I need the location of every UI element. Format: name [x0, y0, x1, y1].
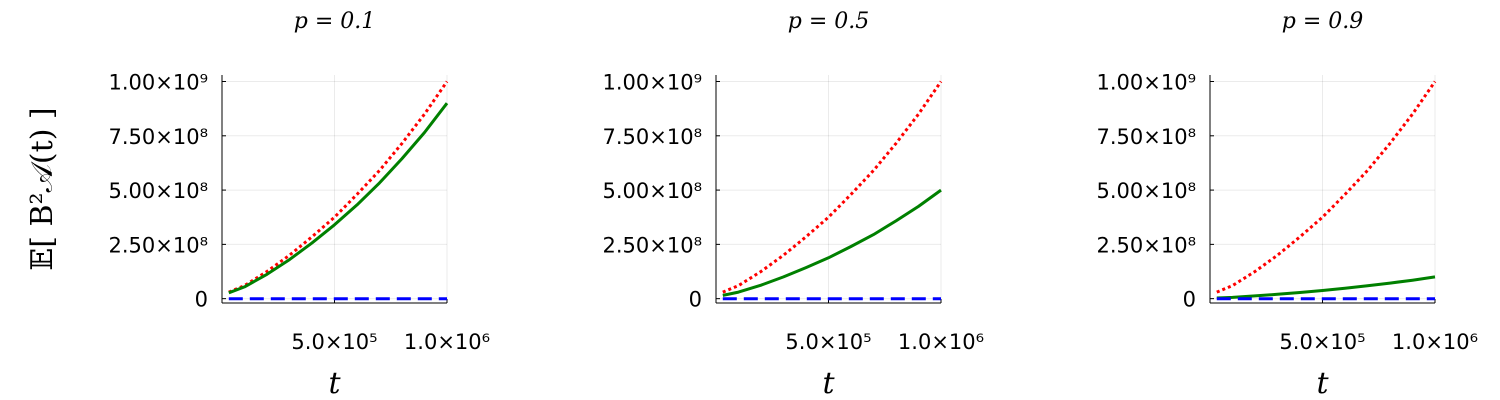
- y-tick-label: 5.00×10⁸: [1097, 179, 1197, 203]
- y-tick-label: 2.50×10⁸: [109, 233, 209, 257]
- series-line-solid: [228, 102, 449, 295]
- subplot-title: p = 0.9: [1282, 9, 1364, 34]
- y-tick-label: 0: [1183, 288, 1196, 312]
- x-tick-label: 5.0×10⁵: [785, 330, 871, 354]
- series-line-dotted: [228, 80, 449, 294]
- subplot-title: p = 0.5: [788, 9, 870, 34]
- x-tick-label: 1.0×10⁶: [1392, 330, 1478, 354]
- x-tick-label: 5.0×10⁵: [1279, 330, 1365, 354]
- y-tick-label: 7.50×10⁸: [109, 125, 209, 149]
- subplot-2: 0 2.50×10⁸ 5.00×10⁸ 7.50×10⁸ 1.00×10⁹ 5.0×10⁵…: [603, 9, 985, 400]
- y-tick-label: 5.00×10⁸: [109, 179, 209, 203]
- y-tick-label: 2.50×10⁸: [603, 233, 703, 257]
- series-line-solid: [1216, 275, 1436, 300]
- y-tick-label: 0: [689, 288, 702, 312]
- y-tick-label: 1.00×10⁹: [1097, 71, 1197, 95]
- x-tick-label: 1.0×10⁶: [898, 330, 984, 354]
- y-tick-label: 1.00×10⁹: [603, 71, 703, 95]
- series-line-dotted: [1216, 80, 1437, 294]
- x-tick-label: 5.0×10⁵: [291, 330, 377, 354]
- subplot-3: 0 2.50×10⁸ 5.00×10⁸ 7.50×10⁸ 1.00×10⁹ 5.0×10⁵…: [1097, 9, 1479, 400]
- x-tick-label: 1.0×10⁶: [404, 330, 490, 354]
- y-tick-label: 0: [195, 288, 208, 312]
- y-tick-label: 7.50×10⁸: [1097, 125, 1197, 149]
- subplot-1: 0 2.50×10⁸ 5.00×10⁸ 7.50×10⁸ 1.00×10⁹ 5.0×10⁵…: [25, 9, 490, 400]
- y-axis-label: 𝔼[ B²𝒜(t) ]: [25, 107, 60, 270]
- y-tick-label: 2.50×10⁸: [1097, 233, 1197, 257]
- series-line-solid: [722, 188, 942, 297]
- y-tick-label: 5.00×10⁸: [603, 179, 703, 203]
- y-tick-label: 7.50×10⁸: [603, 125, 703, 149]
- y-tick-label: 1.00×10⁹: [109, 71, 209, 95]
- x-axis-label: t: [328, 366, 341, 400]
- subplot-title: p = 0.1: [294, 9, 376, 34]
- x-axis-label: t: [822, 366, 835, 400]
- series-line-dotted: [722, 80, 943, 294]
- x-axis-label: t: [1316, 366, 1329, 400]
